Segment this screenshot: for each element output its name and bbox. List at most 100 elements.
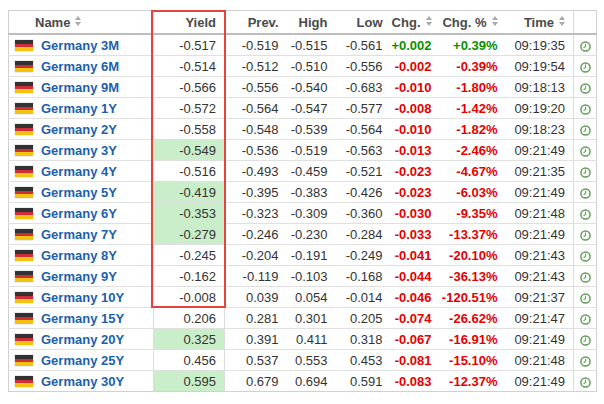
instrument-link[interactable]: Germany 6Y — [41, 206, 117, 221]
change-percent-cell: -16.91% — [440, 329, 506, 350]
table-row: Germany 25Y 0.456 0.537 0.553 0.453 -0.0… — [9, 350, 597, 371]
yield-cell: -0.279 — [154, 224, 225, 245]
germany-flag-icon — [15, 103, 33, 114]
instrument-link[interactable]: Germany 2Y — [41, 122, 117, 137]
instrument-link[interactable]: Germany 9M — [41, 80, 119, 95]
high-cell: 0.411 — [287, 329, 336, 350]
name-cell: Germany 10Y — [9, 287, 154, 308]
instrument-link[interactable]: Germany 3M — [41, 38, 119, 53]
low-cell: -0.426 — [336, 182, 391, 203]
germany-flag-icon — [15, 334, 33, 345]
instrument-link[interactable]: Germany 6M — [41, 59, 119, 74]
yield-cell: -0.549 — [154, 140, 225, 161]
table-row: Germany 10Y -0.008 0.039 0.054 -0.014 -0… — [9, 287, 597, 308]
prev-cell: 0.679 — [225, 371, 287, 392]
clock-icon — [580, 314, 591, 325]
column-header-change[interactable]: Chg. — [391, 11, 440, 35]
germany-flag-icon — [15, 376, 33, 387]
germany-flag-icon — [15, 250, 33, 261]
name-cell: Germany 30Y — [9, 371, 154, 392]
germany-flag-icon — [15, 166, 33, 177]
change-percent-cell: -12.37% — [440, 371, 506, 392]
germany-flag-icon — [15, 61, 33, 72]
clock-cell — [574, 34, 597, 56]
table-row: Germany 2Y -0.558 -0.548 -0.539 -0.564 -… — [9, 119, 597, 140]
instrument-link[interactable]: Germany 4Y — [41, 164, 117, 179]
name-cell: Germany 2Y — [9, 119, 154, 140]
clock-icon — [580, 146, 591, 157]
instrument-link[interactable]: Germany 10Y — [41, 290, 124, 305]
low-cell: -0.563 — [336, 140, 391, 161]
germany-flag-icon — [15, 187, 33, 198]
prev-cell: -0.556 — [225, 77, 287, 98]
clock-icon — [580, 335, 591, 346]
instrument-link[interactable]: Germany 15Y — [41, 311, 124, 326]
low-cell: -0.683 — [336, 77, 391, 98]
yield-cell: -0.516 — [154, 161, 225, 182]
change-cell: -0.074 — [391, 308, 440, 329]
change-cell: -0.008 — [391, 98, 440, 119]
clock-icon — [580, 356, 591, 367]
high-cell: 0.694 — [287, 371, 336, 392]
instrument-link[interactable]: Germany 25Y — [41, 353, 124, 368]
yield-cell: -0.572 — [154, 98, 225, 119]
clock-cell — [574, 245, 597, 266]
instrument-link[interactable]: Germany 5Y — [41, 185, 117, 200]
yield-cell: 0.206 — [154, 308, 225, 329]
change-cell: -0.010 — [391, 77, 440, 98]
column-header-time[interactable]: Time — [506, 11, 574, 35]
low-cell: 0.453 — [336, 350, 391, 371]
clock-cell — [574, 329, 597, 350]
time-cell: 09:21:47 — [506, 308, 574, 329]
yield-cell: -0.517 — [154, 34, 225, 56]
prev-cell: 0.281 — [225, 308, 287, 329]
name-cell: Germany 5Y — [9, 182, 154, 203]
high-cell: 0.054 — [287, 287, 336, 308]
germany-flag-icon — [15, 313, 33, 324]
high-cell: -0.383 — [287, 182, 336, 203]
column-header-name[interactable]: Name — [9, 11, 154, 35]
yield-cell: -0.566 — [154, 77, 225, 98]
germany-bond-yields-table: Name Yield Prev. High Low Chg. C — [8, 10, 597, 392]
instrument-link[interactable]: Germany 3Y — [41, 143, 117, 158]
instrument-link[interactable]: Germany 7Y — [41, 227, 117, 242]
time-cell: 09:21:49 — [506, 329, 574, 350]
low-cell: -0.521 — [336, 161, 391, 182]
prev-cell: -0.564 — [225, 98, 287, 119]
time-cell: 09:21:35 — [506, 161, 574, 182]
table-row: Germany 3M -0.517 -0.519 -0.515 -0.561 +… — [9, 34, 597, 56]
time-cell: 09:18:13 — [506, 77, 574, 98]
table-row: Germany 1Y -0.572 -0.564 -0.547 -0.577 -… — [9, 98, 597, 119]
instrument-link[interactable]: Germany 9Y — [41, 269, 117, 284]
high-cell: 0.553 — [287, 350, 336, 371]
low-cell: -0.577 — [336, 98, 391, 119]
column-header-change-percent[interactable]: Chg. % — [440, 11, 506, 35]
instrument-link[interactable]: Germany 8Y — [41, 248, 117, 263]
time-cell: 09:18:23 — [506, 119, 574, 140]
clock-cell — [574, 140, 597, 161]
sort-icon — [492, 16, 498, 26]
germany-flag-icon — [15, 271, 33, 282]
low-cell: -0.561 — [336, 34, 391, 56]
change-cell: -0.023 — [391, 161, 440, 182]
column-header-high: High — [287, 11, 336, 35]
high-cell: -0.539 — [287, 119, 336, 140]
clock-cell — [574, 266, 597, 287]
name-cell: Germany 1Y — [9, 98, 154, 119]
clock-cell — [574, 308, 597, 329]
low-cell: -0.556 — [336, 56, 391, 77]
clock-icon — [580, 62, 591, 73]
time-cell: 09:19:35 — [506, 34, 574, 56]
name-cell: Germany 6Y — [9, 203, 154, 224]
instrument-link[interactable]: Germany 20Y — [41, 332, 124, 347]
time-cell: 09:21:43 — [506, 245, 574, 266]
instrument-link[interactable]: Germany 1Y — [41, 101, 117, 116]
table-row: Germany 7Y -0.279 -0.246 -0.230 -0.284 -… — [9, 224, 597, 245]
header-row: Name Yield Prev. High Low Chg. C — [9, 11, 597, 35]
germany-flag-icon — [15, 292, 33, 303]
name-cell: Germany 3M — [9, 34, 154, 56]
low-cell: 0.318 — [336, 329, 391, 350]
clock-icon — [580, 188, 591, 199]
change-percent-cell: -20.10% — [440, 245, 506, 266]
instrument-link[interactable]: Germany 30Y — [41, 374, 124, 389]
